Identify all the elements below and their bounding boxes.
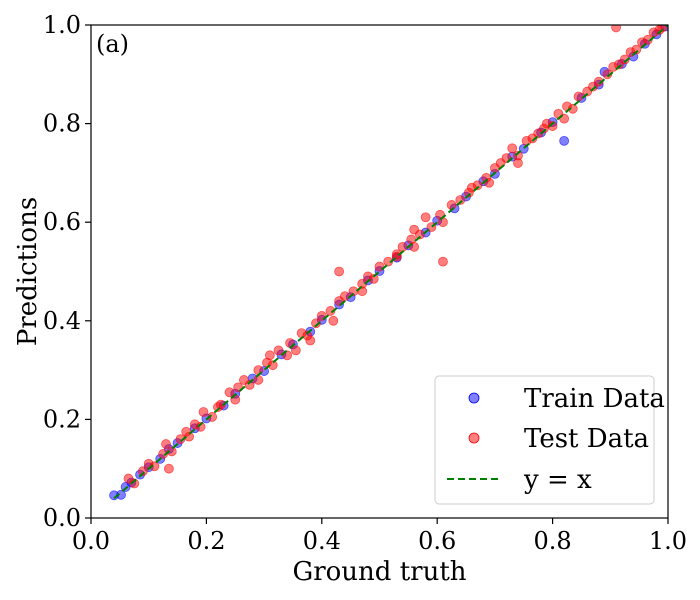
y-tick-label: 1.0 [43,11,81,39]
legend-label-test: Test Data [524,424,649,454]
test-point [138,466,148,477]
test-point [325,306,336,316]
test-point [290,345,301,356]
test-point [642,34,653,45]
reference-line-y-equals-x [113,24,669,500]
test-point [593,76,604,87]
y-axis-label: Predictions [13,197,43,346]
test-point [198,407,209,417]
test-point [657,25,668,33]
test-point [513,158,523,168]
test-point [446,200,457,210]
test-point [264,350,275,361]
test-point [631,44,642,55]
test-point [438,256,448,267]
x-tick-label: 0.2 [187,527,225,555]
legend-marker-test [468,432,480,444]
test-point [166,446,177,457]
test-point [334,266,345,277]
x-tick-label: 0.8 [534,527,572,555]
panel-label: (a) [96,30,129,58]
plot-area-frame [90,24,669,519]
y-tick-label: 0.2 [43,405,81,433]
x-tick-label: 0.0 [72,527,110,555]
test-point [305,335,316,346]
test-point [149,461,160,472]
test-point [573,91,584,102]
test-point [161,439,171,449]
test-point [311,318,321,329]
test-point [273,345,284,356]
test-point [383,256,394,267]
test-point [507,143,518,154]
y-tick-label: 0.8 [43,110,81,138]
test-point [619,54,630,65]
legend: Train Data Test Data y = x [434,375,665,505]
test-point [328,315,339,326]
train-point [559,135,570,146]
y-tick-label: 0.6 [43,208,81,236]
test-point [414,229,425,240]
x-axis-label: Ground truth [292,557,466,587]
test-point [129,478,140,489]
test-point [207,412,218,422]
test-point [184,431,194,442]
test-point [420,212,431,223]
test-point [195,421,206,432]
test-point [253,375,264,385]
test-point [244,379,255,390]
test-point [267,360,278,371]
y-tick-label: 0.4 [43,307,81,335]
x-tick-label: 0.4 [303,527,341,555]
test-point [455,195,466,205]
train-point [116,489,126,500]
legend-label-train: Train Data [524,384,665,414]
legend-box [434,375,655,505]
x-tick-label: 1.0 [649,527,687,555]
test-point [397,241,408,252]
test-point [547,121,558,131]
test-point [611,25,621,33]
test-point [368,273,379,284]
test-point [567,103,578,114]
legend-label-reference: y = x [523,465,592,495]
y-axis: 0.0 0.2 0.4 0.6 0.8 1.0 [43,11,91,532]
legend-marker-train [468,392,480,404]
test-point [213,402,223,412]
x-tick-label: 0.6 [418,527,456,555]
x-axis: 0.0 0.2 0.4 0.6 0.8 1.0 [72,518,687,555]
test-point [224,387,235,398]
test-point [339,291,350,302]
y-tick-label: 0.0 [43,504,81,532]
test-point [602,69,613,80]
test-point [163,463,174,474]
